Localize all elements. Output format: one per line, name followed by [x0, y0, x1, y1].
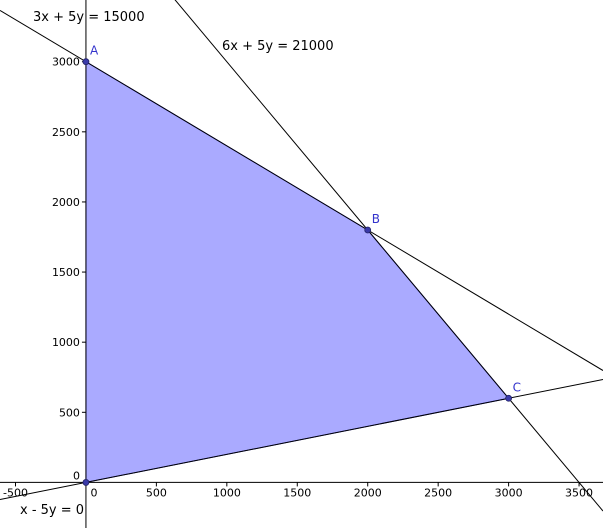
vertex-point-b [364, 226, 372, 234]
x-tick-label: 1000 [213, 486, 241, 499]
x-tick-label: 0 [90, 486, 97, 499]
y-tick-label: 3000 [52, 56, 80, 69]
y-tick-label: 2500 [52, 126, 80, 139]
vertex-label-c: C [513, 380, 521, 394]
x-tick-label: -500 [3, 486, 28, 499]
equation-label-3: x - 5y = 0 [20, 503, 84, 518]
y-tick-label: 500 [59, 406, 80, 419]
vertex-label-a: A [90, 44, 99, 58]
feasible-region [85, 60, 510, 484]
equation-label-2: 6x + 5y = 21000 [222, 39, 334, 54]
x-tick-label: 3500 [565, 486, 593, 499]
vertex-point-a [82, 58, 90, 66]
y-tick-label: 2000 [52, 196, 80, 209]
y-tick-label: 0 [73, 469, 80, 482]
vertex-label-b: B [372, 212, 380, 226]
equation-label-1: 3x + 5y = 15000 [33, 10, 145, 25]
constraint-line-3 [0, 378, 603, 501]
constraint-line-1 [0, 9, 603, 371]
x-tick-label: 500 [146, 486, 167, 499]
x-tick-label: 2000 [354, 486, 382, 499]
origin-point [82, 479, 90, 486]
x-tick-label: 1500 [283, 486, 311, 499]
y-tick-label: 1000 [52, 336, 80, 349]
vertex-point-c [505, 394, 513, 402]
y-tick-label: 1500 [52, 266, 80, 279]
x-tick-label: 2500 [424, 486, 452, 499]
x-tick-label: 3000 [495, 486, 523, 499]
constraint-line-2 [174, 0, 603, 512]
